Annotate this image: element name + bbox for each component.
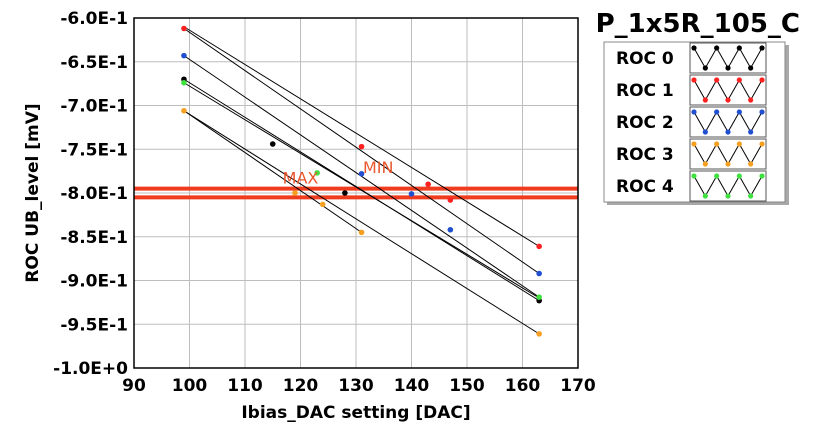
- legend-swatch-marker: [748, 65, 754, 71]
- data-point-roc-1: [536, 243, 542, 250]
- legend-swatch-marker: [725, 97, 731, 103]
- legend-swatch-marker: [759, 173, 765, 179]
- y-tick-label: -6.0E-1: [60, 9, 128, 29]
- legend: ROC 0 ROC 1 ROC 2 ROC 3 ROC 4: [603, 41, 789, 205]
- fit-line: [183, 82, 540, 299]
- legend-label: ROC 4: [616, 177, 674, 197]
- data-point-roc-4: [314, 170, 320, 176]
- legend-swatch-marker: [702, 161, 708, 167]
- legend-swatch-marker: [714, 45, 720, 51]
- legend-swatch-marker: [691, 173, 697, 179]
- y-tick-label: -8.5E-1: [60, 228, 128, 248]
- legend-swatch-marker: [714, 141, 720, 147]
- legend-swatch-marker: [748, 97, 754, 103]
- data-point-roc-2: [181, 52, 187, 59]
- legend-swatch-marker: [736, 109, 742, 115]
- legend-swatch-marker: [702, 129, 708, 135]
- plot-frame: [133, 17, 579, 369]
- data-point-roc-2: [408, 191, 415, 197]
- y-tick-label: -7.5E-1: [60, 140, 128, 160]
- data-point-roc-1: [358, 143, 365, 150]
- data-point-roc-3: [358, 229, 365, 236]
- legend-swatch-marker: [702, 193, 708, 199]
- legend-swatch-marker: [714, 109, 720, 115]
- legend-swatch-marker: [736, 173, 742, 179]
- legend-label: ROC 3: [616, 145, 674, 165]
- legend-swatch-marker: [691, 45, 697, 51]
- y-tick-label: -1.0E+0: [53, 359, 128, 379]
- legend-label: ROC 1: [616, 81, 674, 101]
- legend-swatch-marker: [736, 45, 742, 51]
- x-tick-label: 160: [505, 376, 541, 396]
- legend-swatch-marker: [748, 193, 754, 199]
- legend-swatch-marker: [691, 141, 697, 147]
- annotation-min: MIN: [363, 158, 394, 177]
- legend-swatch-marker: [725, 65, 731, 71]
- annotation-max: MAX: [283, 168, 319, 187]
- legend-swatch-marker: [759, 77, 765, 83]
- y-tick-labels: -6.0E-1 -6.5E-1 -7.0E-1 -7.5E-1 -8.0E-1 -8.5E…: [53, 9, 128, 379]
- legend-swatch-marker: [691, 109, 697, 115]
- legend-swatch-marker: [725, 161, 731, 167]
- data-point-roc-1: [425, 181, 431, 188]
- chart-title: P_1x5R_105_C: [596, 9, 800, 39]
- threshold-lines: [134, 186, 578, 200]
- x-tick-label: 170: [560, 376, 596, 396]
- x-tick-label: 110: [227, 376, 263, 396]
- legend-swatch-marker: [691, 77, 697, 83]
- y-tick-label: -9.0E-1: [60, 272, 128, 292]
- x-tick-label: 90: [122, 376, 146, 396]
- legend-swatch-marker: [736, 77, 742, 83]
- x-tick-label: 120: [283, 376, 319, 396]
- data-point-roc-4: [181, 79, 187, 86]
- data-point-roc-3: [181, 107, 187, 114]
- legend-swatch-marker: [748, 161, 754, 167]
- fit-line: [183, 28, 540, 274]
- data-point-roc-4: [536, 294, 542, 300]
- data-point-roc-1: [181, 25, 187, 32]
- y-axis-title: ROC UB_level [mV]: [23, 103, 43, 282]
- data-point-roc-0: [342, 190, 348, 196]
- y-tick-label: -7.0E-1: [60, 97, 128, 117]
- legend-swatch-marker: [725, 129, 731, 135]
- legend-swatch-marker: [702, 97, 708, 103]
- y-tick-label: -8.0E-1: [60, 184, 128, 204]
- x-tick-label: 140: [394, 376, 430, 396]
- legend-swatch-frame: [689, 138, 767, 170]
- legend-swatch-marker: [759, 45, 765, 51]
- legend-swatch-marker: [714, 173, 720, 179]
- legend-label: ROC 2: [616, 113, 674, 133]
- grid: [134, 18, 578, 368]
- x-tick-label: 150: [449, 376, 485, 396]
- data-point-roc-2: [358, 170, 365, 177]
- legend-swatch-marker: [714, 77, 720, 83]
- data-point-roc-2: [447, 226, 454, 233]
- data-point-roc-2: [536, 270, 542, 277]
- data-point-roc-0: [269, 141, 276, 147]
- y-tick-label: -9.5E-1: [60, 315, 128, 335]
- annotations: MAX MIN: [283, 158, 394, 188]
- x-axis-title: Ibias_DAC setting [DAC]: [241, 403, 470, 423]
- data-point-roc-3: [319, 201, 326, 208]
- legend-swatch-marker: [725, 193, 731, 199]
- data-point-roc-1: [447, 197, 454, 203]
- y-tick-label: -6.5E-1: [60, 53, 128, 73]
- legend-swatch-marker: [759, 109, 765, 115]
- x-tick-label: 130: [338, 376, 374, 396]
- fit-line: [183, 26, 540, 247]
- data-point-roc-3: [536, 331, 542, 337]
- legend-swatch-marker: [759, 141, 765, 147]
- x-tick-label: 100: [172, 376, 208, 396]
- fit-line: [183, 110, 362, 233]
- fit-line: [183, 110, 540, 335]
- legend-swatch-marker: [702, 65, 708, 71]
- data-point-roc-3: [292, 190, 298, 196]
- legend-swatch-marker: [736, 141, 742, 147]
- x-tick-labels: 90 100 110 120 130 140 150 160 170: [122, 376, 596, 396]
- legend-swatch-marker: [748, 129, 754, 135]
- series-points: [181, 25, 542, 337]
- legend-label: ROC 0: [616, 49, 674, 69]
